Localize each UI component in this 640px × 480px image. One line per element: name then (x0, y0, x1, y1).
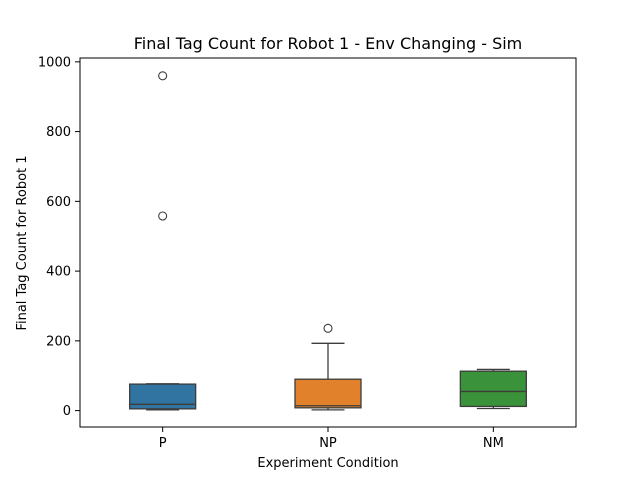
box-np (294, 323, 362, 411)
x-axis-label: Experiment Condition (257, 456, 398, 471)
y-axis: 0 200 400 600 800 1000 (38, 55, 80, 419)
y-tick-label: 400 (46, 265, 71, 280)
y-tick-label: 1000 (38, 55, 71, 70)
outlier-point (323, 323, 333, 333)
outlier-point (158, 211, 168, 221)
outlier-point (158, 71, 168, 81)
y-tick-label: 600 (46, 195, 71, 210)
y-axis-label: Final Tag Count for Robot 1 (15, 155, 30, 330)
box-iqr (129, 383, 197, 410)
box-iqr (459, 370, 527, 408)
y-tick-label: 800 (46, 125, 71, 140)
box-nm (459, 368, 527, 410)
box-iqr (294, 378, 362, 409)
plot-area (79, 57, 577, 428)
x-axis: P NP NM (159, 427, 504, 451)
y-tick-label: 200 (46, 334, 71, 349)
chart-title: Final Tag Count for Robot 1 - Env Changi… (134, 34, 523, 53)
box-p (129, 71, 197, 411)
x-tick-label: NM (483, 436, 504, 451)
x-tick-label: NP (319, 436, 337, 451)
x-tick-label: P (159, 436, 167, 451)
y-tick-label: 0 (63, 404, 71, 419)
